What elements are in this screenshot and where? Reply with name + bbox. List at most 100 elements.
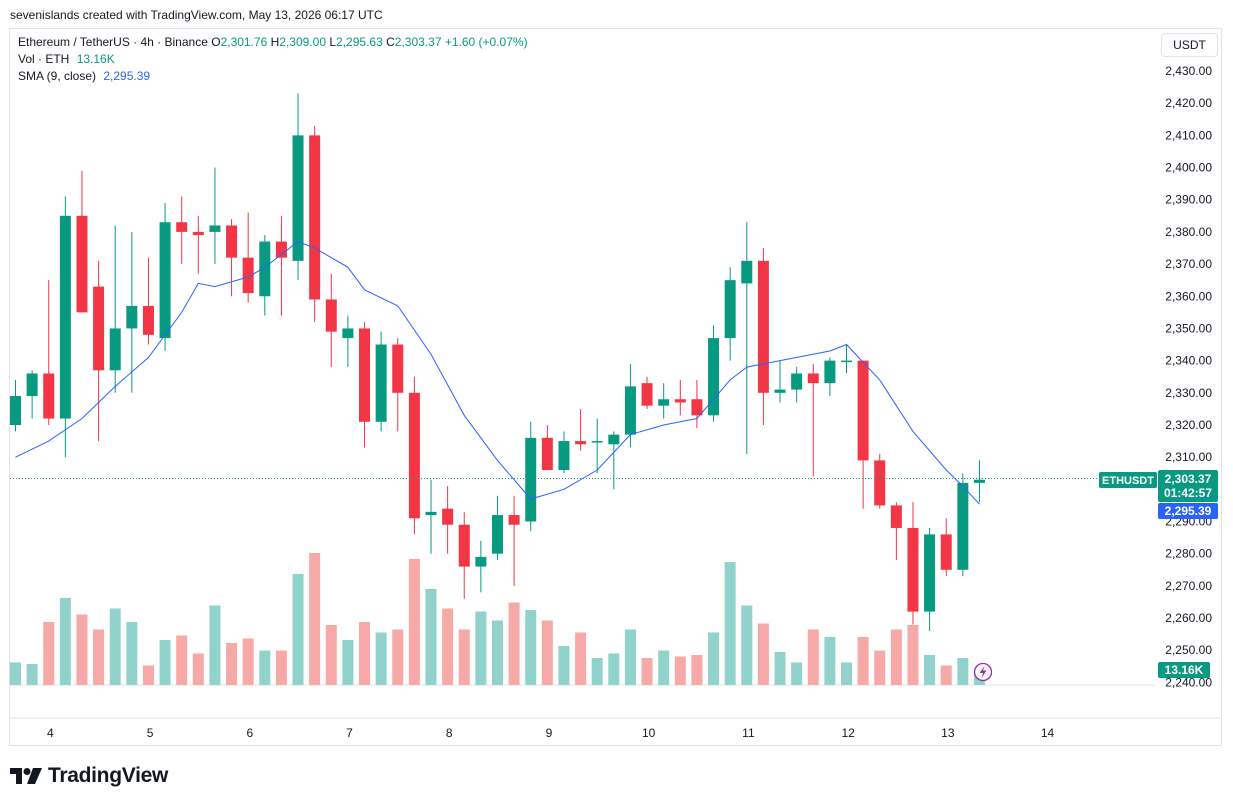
candle <box>292 93 304 281</box>
volume-bar <box>93 629 105 685</box>
price-tick-label: 2,260.00 <box>1165 611 1212 625</box>
volume-bar <box>342 640 354 685</box>
volume-bar <box>907 625 919 685</box>
volume-bar <box>359 622 371 685</box>
tradingview-logo-icon <box>10 768 42 784</box>
open-value: 2,301.76 <box>220 35 268 49</box>
volume-bar <box>159 640 171 685</box>
volume-bar <box>325 625 337 685</box>
price-tick-label: 2,340.00 <box>1165 354 1212 368</box>
volume-tag-value: 13.16K <box>1165 663 1204 677</box>
time-tick-label: 13 <box>941 726 955 740</box>
volume-bar <box>508 602 520 685</box>
volume-bar <box>458 629 470 685</box>
candle <box>226 219 238 297</box>
candle <box>708 325 720 422</box>
candle <box>59 196 71 458</box>
candle <box>608 431 620 490</box>
volume-legend: Vol · ETH 13.16K <box>18 52 115 66</box>
volume-bar <box>491 620 503 685</box>
high-value: 2,309.00 <box>279 35 327 49</box>
volume-bar <box>591 658 603 685</box>
candle <box>857 360 869 509</box>
volume-bar <box>259 650 271 685</box>
volume-bar <box>176 635 188 685</box>
candle <box>43 280 55 425</box>
candle <box>508 495 520 586</box>
candle <box>757 247 769 425</box>
candle <box>442 486 454 554</box>
volume-bar <box>109 608 121 685</box>
volume-bar <box>774 652 786 685</box>
volume-bar <box>242 638 254 685</box>
price-tick-label: 2,410.00 <box>1165 128 1212 142</box>
volume-tag: 13.16K <box>1158 662 1210 678</box>
candle <box>242 212 254 303</box>
volume-bar <box>59 598 71 685</box>
volume-bar <box>957 658 969 685</box>
volume-bar <box>192 653 204 685</box>
low-label: L <box>329 35 337 49</box>
sma-legend: SMA (9, close) 2,295.39 <box>18 69 150 83</box>
candle <box>93 260 105 442</box>
volume-bar <box>76 614 88 685</box>
sma-line <box>15 241 980 505</box>
candle <box>973 460 985 503</box>
candle <box>791 367 803 403</box>
sma-tag-value: 2,295.39 <box>1165 504 1212 518</box>
candle <box>159 202 171 351</box>
volume-bar <box>209 605 221 685</box>
volume-label[interactable]: Vol · ETH <box>18 52 70 66</box>
lightning-icon[interactable] <box>973 662 993 682</box>
candle <box>558 431 570 474</box>
price-tick-label: 2,330.00 <box>1165 386 1212 400</box>
change-value: +1.60 (+0.07%) <box>444 35 528 49</box>
candle <box>142 257 154 345</box>
candle <box>658 383 670 419</box>
volume-bars <box>10 553 985 685</box>
symbol-title[interactable]: Ethereum / TetherUS · 4h · Binance <box>18 35 208 49</box>
volume-bar <box>741 605 753 685</box>
volume-bar <box>442 608 454 685</box>
currency-button[interactable]: USDT <box>1161 33 1218 57</box>
time-tick-label: 11 <box>742 726 755 740</box>
volume-bar <box>708 632 720 685</box>
price-tag-symbol: ETHUSDT <box>1102 475 1154 487</box>
candle <box>824 357 836 397</box>
candle <box>76 170 88 313</box>
candle <box>774 360 786 403</box>
time-tick-label: 7 <box>346 726 353 740</box>
candle <box>359 322 371 448</box>
candles <box>10 93 985 631</box>
volume-bar <box>641 658 653 685</box>
candle <box>375 331 387 432</box>
volume-bar <box>142 665 154 685</box>
price-tick-label: 2,370.00 <box>1165 257 1212 271</box>
volume-bar <box>824 637 836 685</box>
volume-bar <box>874 650 886 685</box>
candle <box>342 315 354 368</box>
volume-bar <box>624 629 636 685</box>
volume-bar <box>309 553 321 685</box>
chart-frame <box>9 28 1222 746</box>
chart-credit: sevenislands created with TradingView.co… <box>10 8 383 22</box>
time-tick-label: 4 <box>47 726 54 740</box>
price-tick-label: 2,380.00 <box>1165 225 1212 239</box>
candle <box>176 196 188 265</box>
volume-bar <box>807 629 819 685</box>
sma-label[interactable]: SMA (9, close) <box>18 69 97 83</box>
volume-bar <box>392 629 404 685</box>
tradingview-logo[interactable]: TradingView <box>10 764 168 788</box>
price-tag-countdown: 01:42:57 <box>1164 486 1212 500</box>
volume-bar <box>10 662 21 685</box>
volume-bar <box>43 622 55 685</box>
price-tick-label: 2,310.00 <box>1165 450 1212 464</box>
volume-bar <box>275 650 287 685</box>
candle <box>807 363 819 477</box>
time-tick-label: 6 <box>246 726 253 740</box>
volume-bar <box>126 622 138 685</box>
candle <box>907 502 919 625</box>
time-tick-label: 12 <box>841 726 855 740</box>
candle <box>475 540 487 593</box>
